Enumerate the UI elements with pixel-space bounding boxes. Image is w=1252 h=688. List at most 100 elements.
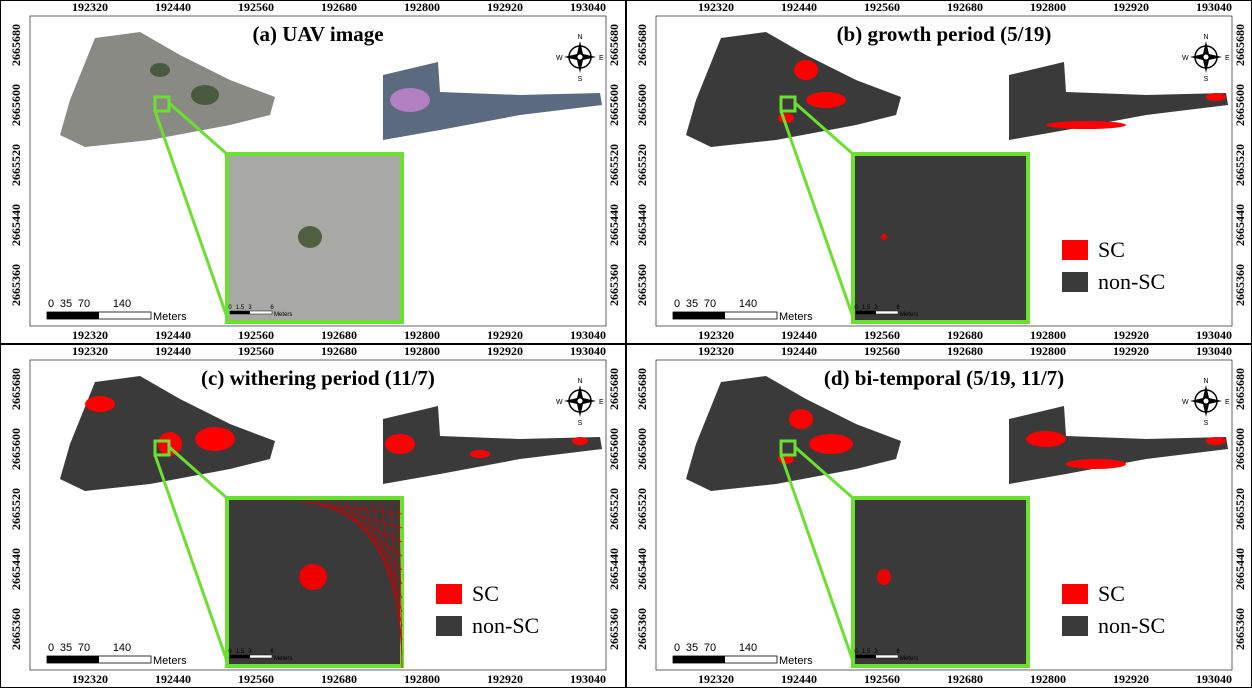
x-tick-label: 192680: [947, 0, 983, 14]
scale-bar: [673, 656, 725, 663]
compass-n: N: [1203, 34, 1208, 41]
sc-patch: [385, 434, 415, 454]
compass-s: S: [578, 420, 583, 427]
x-tick-label: 192320: [72, 0, 108, 14]
panel-title: (c) withering period (11/7): [201, 366, 435, 390]
map-panel: 1923201923201924401924401925601925601926…: [1, 344, 626, 688]
legend-swatch: [1062, 240, 1088, 260]
inset-tree: [298, 226, 322, 248]
sc-patch: [789, 409, 813, 429]
y-tick-label: 2665440: [1233, 548, 1247, 590]
y-tick-label: 2665600: [1233, 84, 1247, 126]
scale-bar: [47, 656, 99, 663]
y-tick-label: 2665520: [1233, 488, 1247, 530]
inset-sc: [877, 569, 891, 585]
crop-patch: [390, 88, 430, 112]
inset-scale-unit: Meters: [274, 656, 292, 662]
map-panel: 1923201923201924401924401925601925601926…: [627, 344, 1252, 688]
panel-title: (a) UAV image: [252, 22, 383, 46]
inset-scale-bar: [856, 655, 876, 658]
x-tick-label: 192680: [321, 328, 357, 342]
compass-s: S: [578, 76, 583, 83]
compass-s: S: [1204, 76, 1209, 83]
y-tick-label: 2665680: [1233, 24, 1247, 66]
sc-patch: [794, 60, 818, 80]
scale-label: 140: [739, 298, 757, 310]
x-tick-label: 192920: [1113, 0, 1149, 14]
y-tick-label: 2665680: [635, 24, 649, 66]
x-tick-label: 192800: [404, 344, 440, 358]
scale-label: 70: [704, 298, 716, 310]
legend-swatch: [1062, 616, 1088, 636]
compass-w: W: [556, 399, 563, 406]
x-tick-label: 193040: [570, 344, 606, 358]
legend-label: SC: [472, 581, 499, 606]
x-tick-label: 192440: [155, 344, 191, 358]
inset-sc: [881, 234, 887, 240]
y-tick-label: 2665520: [607, 488, 621, 530]
x-tick-label: 192440: [155, 0, 191, 14]
compass-n: N: [577, 34, 582, 41]
y-tick-label: 2665600: [1233, 428, 1247, 470]
y-tick-label: 2665600: [607, 428, 621, 470]
legend-label: non-SC: [472, 613, 539, 638]
x-tick-label: 193040: [1196, 0, 1232, 14]
y-tick-label: 2665680: [635, 368, 649, 410]
legend-swatch: [1062, 584, 1088, 604]
x-tick-label: 192320: [698, 0, 734, 14]
sc-patch: [1206, 93, 1226, 101]
x-tick-label: 192320: [698, 344, 734, 358]
x-tick-label: 192920: [1113, 672, 1149, 686]
x-tick-label: 193040: [1196, 344, 1232, 358]
sc-patch: [470, 450, 490, 458]
sc-patch: [572, 437, 588, 445]
x-tick-label: 192800: [404, 0, 440, 14]
sc-patch: [1026, 431, 1066, 447]
scale-label: 0: [48, 642, 54, 654]
inset-scale-label: 1.5: [236, 649, 245, 655]
panel-title: (b) growth period (5/19): [837, 22, 1052, 46]
compass-core: [577, 398, 583, 404]
y-tick-label: 2665520: [9, 488, 23, 530]
y-tick-label: 2665360: [607, 608, 621, 650]
compass-core: [1203, 54, 1209, 60]
inset-scale-unit: Meters: [900, 312, 918, 318]
scale-label: 0: [674, 298, 680, 310]
compass-w: W: [1182, 55, 1189, 62]
scale-label: 140: [113, 298, 131, 310]
y-tick-label: 2665440: [607, 548, 621, 590]
scale-unit: Meters: [153, 311, 187, 323]
compass-n: N: [577, 378, 582, 385]
x-tick-label: 192680: [321, 0, 357, 14]
y-tick-label: 2665680: [1233, 368, 1247, 410]
y-tick-label: 2665680: [607, 24, 621, 66]
x-tick-label: 193040: [570, 328, 606, 342]
scale-unit: Meters: [779, 655, 813, 667]
sc-patch: [1066, 459, 1126, 469]
y-tick-label: 2665520: [635, 144, 649, 186]
x-tick-label: 192320: [72, 344, 108, 358]
legend-swatch: [436, 616, 462, 636]
x-tick-label: 192440: [155, 328, 191, 342]
x-tick-label: 193040: [1196, 672, 1232, 686]
scale-unit: Meters: [153, 655, 187, 667]
scale-label: 35: [686, 298, 698, 310]
scale-label: 140: [739, 642, 757, 654]
inset-scale-label: 1.5: [236, 305, 245, 311]
compass-e: E: [1225, 55, 1230, 62]
x-tick-label: 192920: [487, 0, 523, 14]
x-tick-label: 192560: [864, 0, 900, 14]
x-tick-label: 192440: [781, 0, 817, 14]
x-tick-label: 193040: [570, 0, 606, 14]
x-tick-label: 192440: [781, 328, 817, 342]
y-tick-label: 2665360: [635, 608, 649, 650]
y-tick-label: 2665600: [9, 428, 23, 470]
inset-scale-unit: Meters: [274, 312, 292, 318]
scale-label: 35: [686, 642, 698, 654]
x-tick-label: 192920: [1113, 344, 1149, 358]
sc-patch: [806, 92, 846, 108]
scale-bar: [673, 312, 725, 319]
x-tick-label: 192920: [487, 328, 523, 342]
x-tick-label: 192800: [1030, 672, 1066, 686]
y-tick-label: 2665360: [9, 264, 23, 306]
